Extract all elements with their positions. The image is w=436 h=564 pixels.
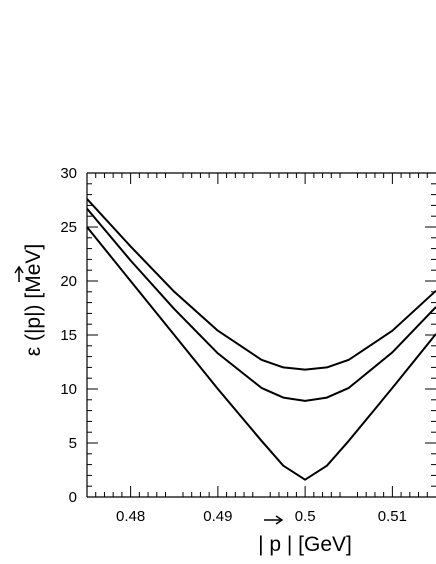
- series-line-2: [86, 207, 436, 402]
- y-tick-label: 5: [69, 435, 77, 452]
- y-tick-label: 15: [60, 327, 77, 344]
- x-tick-label: 0.51: [378, 508, 407, 525]
- x-tick-label: 0.48: [116, 508, 145, 525]
- axes: 0 5 10 15 20 25 30 0.48 0.49 0.5 0.51: [60, 165, 436, 525]
- y-tick-label: 10: [60, 381, 77, 398]
- y-tick-label: 25: [60, 219, 77, 236]
- y-label-arrowhead: [14, 265, 24, 274]
- x-tick-label: 0.5: [295, 508, 316, 525]
- y-axis-label: ε (|p|) [MeV]: [22, 244, 45, 356]
- y-tick-label: 0: [69, 489, 77, 506]
- axis-labels: | p | [GeV] ε (|p|) [MeV]: [14, 244, 352, 556]
- series-line-1: [86, 226, 436, 481]
- series-layer: [86, 198, 436, 481]
- series-line-3: [86, 198, 436, 371]
- x-axis-label: | p | [GeV]: [258, 533, 352, 556]
- x-tick-label: 0.49: [203, 508, 232, 525]
- y-tick-label: 30: [60, 165, 77, 182]
- y-tick-label: 20: [60, 273, 77, 290]
- x-label-arrowhead: [275, 515, 284, 525]
